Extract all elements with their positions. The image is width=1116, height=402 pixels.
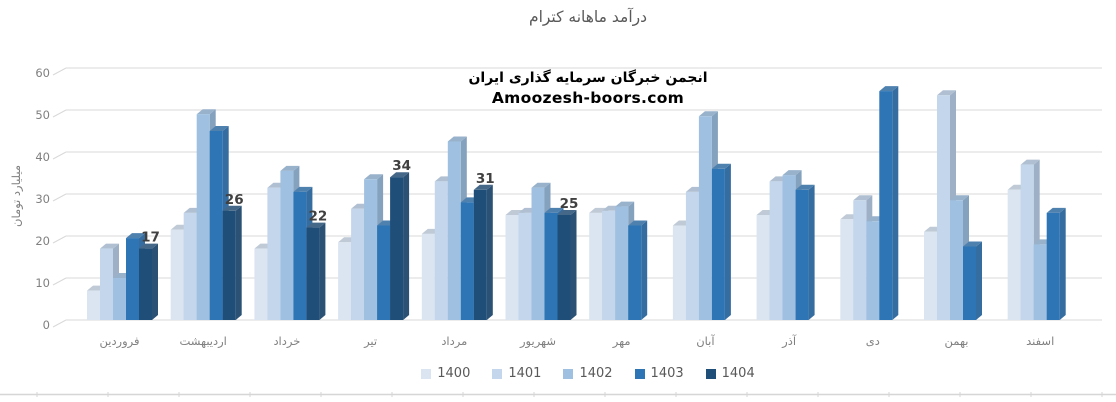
legend-label-1401: 1401	[508, 366, 542, 381]
legend-label-1400: 1400	[437, 366, 471, 381]
y-tick-label: 20	[35, 234, 50, 248]
x-category-label: مهر	[612, 334, 631, 349]
x-category-label: آبان	[696, 334, 715, 348]
y-tick-label: 0	[43, 318, 50, 332]
legend-item-1401[interactable]: 1401	[492, 366, 541, 381]
legend-item-1404[interactable]: 1404	[705, 366, 755, 381]
data-label-1404-3: 22	[309, 209, 328, 225]
legend-item-1402[interactable]: 1402	[563, 366, 613, 381]
bar-1403-12[interactable]	[1046, 207, 1066, 320]
bar-1404-3[interactable]	[306, 222, 326, 320]
legend-swatch-1402	[563, 368, 574, 379]
y-tick-label: 60	[35, 66, 50, 80]
y-axis-title: میلیارد تومان	[9, 165, 24, 227]
x-category-label: فروردین	[99, 334, 139, 349]
x-category-label: شهریور	[519, 334, 556, 349]
data-label-1404-2: 26	[225, 192, 244, 208]
bar-1404-4[interactable]	[390, 172, 410, 320]
bar-1404-5[interactable]	[473, 184, 493, 320]
legend-swatch-1400	[421, 368, 432, 379]
y-tick-label: 30	[35, 192, 50, 206]
data-label-1404-1: 17	[141, 230, 160, 246]
bar-1403-9[interactable]	[795, 184, 815, 320]
data-label-1404-4: 34	[392, 158, 411, 174]
legend-swatch-1404	[705, 368, 716, 379]
bar-1404-2[interactable]	[222, 205, 242, 320]
x-category-label: خرداد	[273, 334, 300, 349]
legend-label-1402: 1402	[579, 366, 613, 381]
x-category-label: دی	[866, 334, 880, 348]
x-category-label: آذر	[781, 334, 797, 349]
chart-title: درآمد ماهانه کترام	[528, 8, 648, 26]
y-tick-label: 50	[35, 108, 50, 122]
legend-label-1404: 1404	[721, 366, 755, 381]
bottom-ruler	[0, 392, 1116, 397]
bar-1403-10[interactable]	[879, 86, 899, 320]
x-category-label: اردیبهشت	[179, 334, 226, 349]
x-category-label: اسفند	[1026, 334, 1054, 348]
bar-1403-8[interactable]	[711, 163, 731, 320]
legend-swatch-1403	[634, 368, 645, 379]
y-axis-tick-labels: 0 10 20 30 40 50 60	[35, 66, 50, 332]
x-category-label: بهمن	[945, 334, 969, 349]
bar-1403-7[interactable]	[628, 220, 648, 321]
y-tick-label: 10	[35, 276, 50, 290]
legend-label-1403: 1403	[650, 366, 684, 381]
data-label-1404-5: 31	[476, 171, 495, 187]
bar-1403-11[interactable]	[963, 241, 982, 321]
x-category-label: مرداد	[441, 334, 467, 349]
bars	[87, 86, 1066, 320]
bar-1404-1[interactable]	[139, 243, 158, 320]
legend-item-1400[interactable]: 1400	[421, 366, 470, 381]
legend-item-1403[interactable]: 1403	[634, 366, 684, 381]
x-category-label: تیر	[363, 334, 377, 349]
data-label-1404-6: 25	[560, 196, 579, 212]
legend: 1400 1401 1402 1403 1404	[60, 366, 1116, 381]
y-tick-label: 40	[35, 150, 50, 164]
legend-swatch-1401	[492, 368, 503, 379]
bar-1404-6[interactable]	[557, 210, 577, 320]
